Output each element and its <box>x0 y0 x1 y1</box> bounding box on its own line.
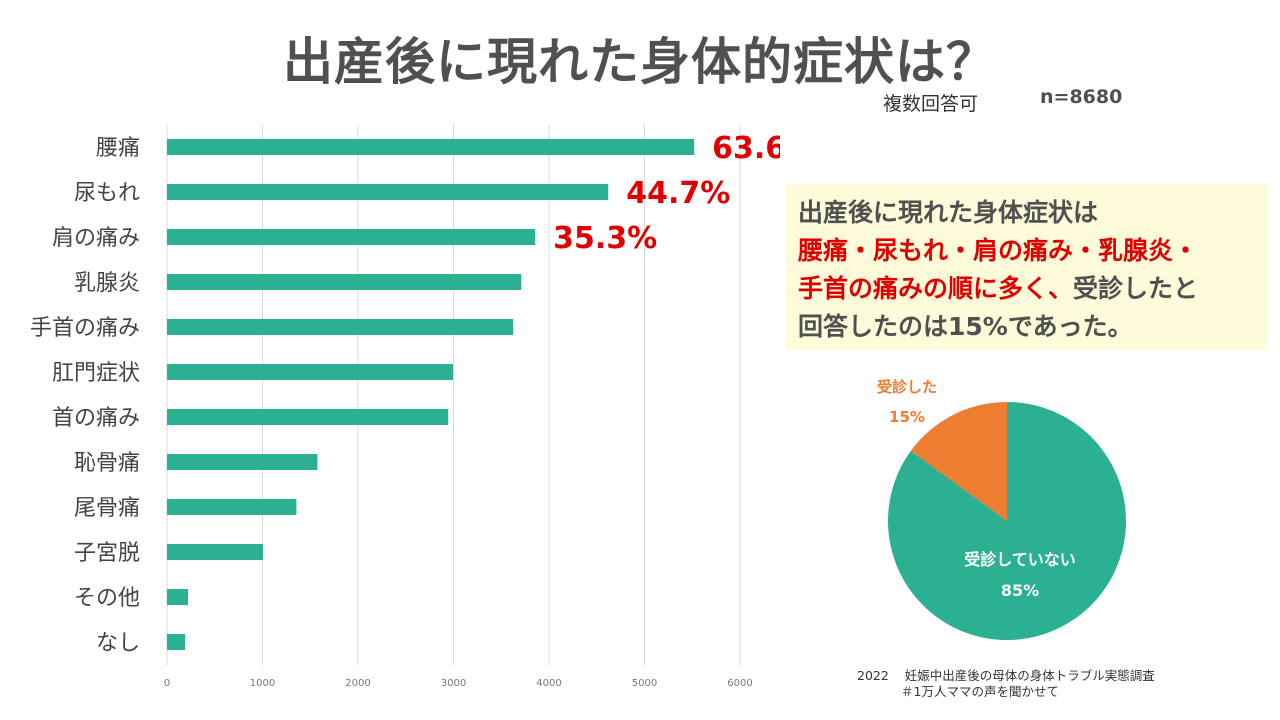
pie-slice <box>888 402 1126 640</box>
summary-line-2: 腰痛・尿もれ・肩の痛み・乳腺炎・ <box>798 236 1199 265</box>
category-label: その他 <box>74 586 140 611</box>
category-label: 肛門症状 <box>52 361 140 386</box>
data-label: 44.7% <box>626 176 730 211</box>
pie-label: 受診していない <box>964 550 1076 569</box>
summary-line-4: 回答したのは15%であった。 <box>798 312 1133 341</box>
category-label: 子宮脱 <box>74 541 140 566</box>
page-title: 出産後に現れた身体的症状は？ <box>283 33 997 91</box>
pie-value-label: 85% <box>1001 581 1039 600</box>
category-label: 恥骨痛 <box>74 451 140 476</box>
summary-box: 出産後に現れた身体症状は 腰痛・尿もれ・肩の痛み・乳腺炎・ 手首の痛みの順に多く… <box>786 184 1268 350</box>
bar <box>167 499 297 515</box>
pie-label: 受診した <box>877 378 937 396</box>
x-tick-label: 0 <box>164 678 170 689</box>
bar <box>167 184 609 200</box>
pie-slice <box>910 402 1007 521</box>
bar <box>167 229 536 245</box>
bar <box>167 139 695 155</box>
summary-line-3-highlight: 手首の痛みの順に多く、 <box>798 274 1074 303</box>
category-label: 尾骨痛 <box>74 496 140 521</box>
sample-size: n=8680 <box>1040 86 1123 108</box>
bar <box>167 634 186 650</box>
source-hashtag: ＃1万人ママの声を聞かせて <box>901 684 1059 699</box>
x-tick-label: 4000 <box>536 678 561 689</box>
x-tick-label: 2000 <box>345 678 370 689</box>
category-label: 手首の痛み <box>30 316 140 341</box>
source-year: 2022 <box>857 668 889 683</box>
multiple-answer-note: 複数回答可 <box>883 93 979 115</box>
summary-line-1: 出産後に現れた身体症状は <box>798 198 1099 227</box>
x-tick-label: 1000 <box>250 678 275 689</box>
category-label: 腰痛 <box>96 136 140 161</box>
summary-line-3-rest: 受診したと <box>1073 274 1199 303</box>
category-label: 首の痛み <box>52 406 140 431</box>
pie-value-label: 15% <box>889 408 925 426</box>
bar <box>167 364 454 380</box>
data-label: 63.6% <box>712 131 780 166</box>
pie-chart: 受診した 15% 受診していない 85% <box>877 378 1126 640</box>
category-label: 尿もれ <box>74 181 140 206</box>
category-label: 乳腺炎 <box>74 271 140 296</box>
data-label: 35.3% <box>553 221 657 256</box>
x-tick-label: 5000 <box>632 678 657 689</box>
bar <box>167 589 189 605</box>
category-label: なし <box>96 631 140 656</box>
source-title: 妊娠中出産後の母体の身体トラブル実態調査 <box>904 668 1155 683</box>
bar <box>167 409 449 425</box>
x-tick-label: 6000 <box>727 678 752 689</box>
source-note: 2022 妊娠中出産後の母体の身体トラブル実態調査 ＃1万人ママの声を聞かせて <box>857 668 1155 700</box>
bar <box>167 544 263 560</box>
bar <box>167 454 318 470</box>
bar <box>167 274 522 290</box>
category-label: 肩の痛み <box>52 226 140 251</box>
x-tick-label: 3000 <box>441 678 466 689</box>
bar <box>167 319 514 335</box>
